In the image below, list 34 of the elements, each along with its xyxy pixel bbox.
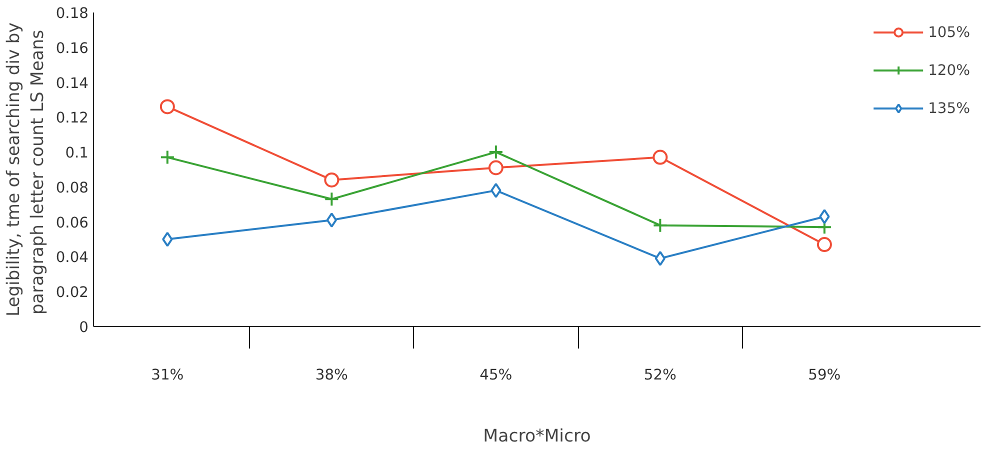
y-tick-label: 0.06 [56, 214, 89, 232]
point [162, 232, 173, 247]
point [488, 160, 504, 176]
point [324, 192, 340, 207]
point [652, 150, 668, 165]
legend-label: 135% [928, 100, 970, 116]
point [654, 250, 666, 266]
x-axis-title: Macro*Micro [483, 426, 591, 446]
point [819, 209, 830, 224]
y-tick-label: 0.08 [56, 179, 89, 196]
y-tick-label: 0.18 [56, 5, 89, 22]
point [652, 218, 668, 233]
y-tick-label: 0.04 [56, 249, 89, 266]
x-tick-label: 59% [808, 366, 841, 384]
x-tick-label: 45% [480, 366, 512, 384]
y-tick-label: 0.12 [56, 110, 89, 127]
point [488, 144, 504, 160]
point [490, 182, 502, 198]
y-tick-label: 0.16 [56, 40, 89, 57]
x-tick-label: 31% [151, 366, 184, 384]
y-axis-title: Legibility, tme of searching div by paragraph letter count LS Means [4, 22, 48, 317]
point [816, 237, 832, 252]
point [160, 99, 175, 114]
legend-label: 120% [928, 62, 970, 78]
legend-label: 105% [928, 24, 970, 40]
point [324, 172, 340, 188]
x-tick-label: 52% [644, 366, 677, 384]
point [160, 150, 175, 165]
point [326, 212, 338, 228]
y-tick-label: 0.02 [56, 284, 89, 302]
y-tick-label: 0 [79, 319, 89, 336]
y-tick-label: 0.1 [65, 144, 89, 162]
y-tick-label: 0.14 [56, 74, 89, 92]
x-tick-label: 38% [315, 366, 348, 384]
